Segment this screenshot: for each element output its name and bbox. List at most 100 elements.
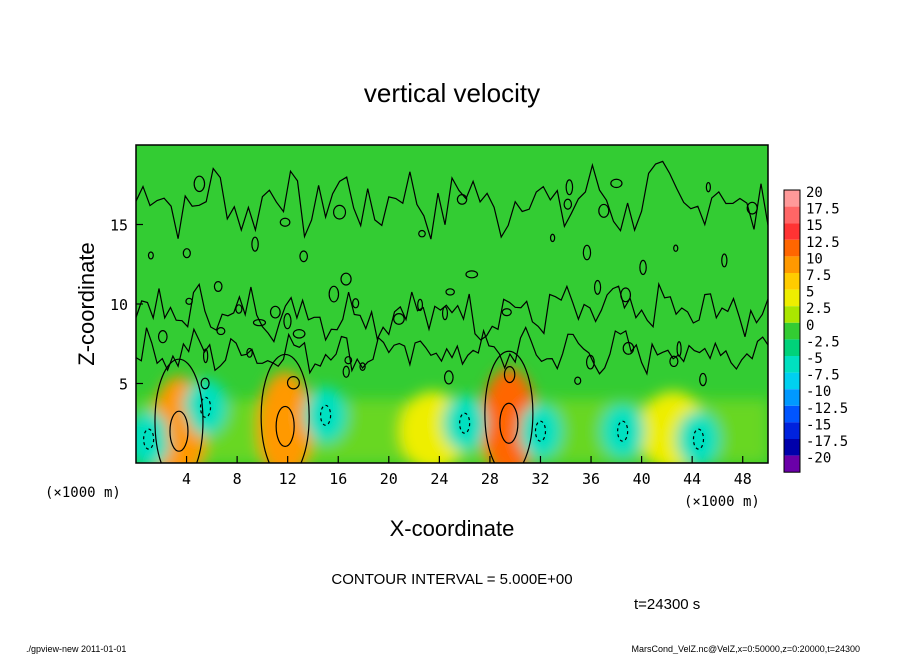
downdraft-blob — [303, 387, 348, 444]
contour-loop-small — [676, 341, 682, 357]
contour-loop-small — [344, 356, 353, 365]
contour-loop-small — [582, 244, 592, 261]
contour-loop-negative — [459, 412, 471, 434]
colorbar-swatch — [784, 455, 800, 473]
y-axis-label: Z-coordinate — [74, 242, 99, 366]
colorbar-label: -15 — [806, 417, 831, 433]
contour-loop-small — [235, 304, 243, 314]
colorbar-swatch — [784, 273, 800, 290]
contour-loop — [484, 350, 534, 463]
contour-loop — [275, 405, 295, 448]
contour-loop-small — [202, 348, 209, 364]
x-tick-label: 24 — [430, 470, 448, 488]
x-axis: 4 8 12 16 20 24 28 32 36 40 44 48 — [182, 456, 752, 488]
x-tick-label: 4 — [182, 470, 191, 488]
contour-loop-small — [185, 297, 193, 305]
chart-title: vertical velocity — [364, 78, 540, 108]
colorbar-swatch — [784, 439, 800, 456]
contour-loop-small — [456, 194, 468, 205]
colorbar-swatch — [784, 389, 800, 406]
colorbar-label: -20 — [806, 451, 831, 467]
contour-loop-small — [443, 370, 454, 385]
updraft-core — [166, 409, 191, 454]
contour-loop-small — [147, 251, 154, 260]
colorbar-label: 2.5 — [806, 301, 831, 317]
colorbar-swatch — [784, 405, 800, 423]
x-tick-label: 36 — [582, 470, 600, 488]
contour-loop-negative — [617, 420, 629, 442]
contour-loop-small — [359, 362, 366, 371]
contour-line — [136, 160, 768, 240]
time-stamp: t=24300 s — [634, 596, 700, 613]
contour-loop-small — [574, 376, 582, 385]
contour-loop-negative — [534, 420, 547, 442]
contour-loop-small — [585, 354, 595, 370]
colorbar-swatch — [784, 239, 800, 257]
colorbar-label: 10 — [806, 251, 823, 267]
contour-loop-small — [340, 272, 352, 286]
contour-loop-small — [593, 279, 602, 295]
contour-loop-small — [342, 365, 350, 378]
colorbar-label: -12.5 — [806, 401, 848, 417]
downdraft-blob — [442, 395, 487, 452]
y-axis: 5 10 15 — [110, 217, 143, 394]
contour-loop-small — [328, 285, 340, 303]
x-tick-label: 28 — [481, 470, 499, 488]
colorbar-swatch — [784, 190, 800, 207]
contour-loop-small — [746, 201, 758, 215]
contour-loop-small — [216, 327, 226, 336]
colorbar-label: 7.5 — [806, 268, 831, 284]
colorbar-swatch — [784, 206, 800, 224]
colorbar-label: 5 — [806, 285, 814, 301]
downdraft-blob — [600, 403, 645, 460]
contour-line — [136, 326, 768, 376]
x-unit-right: (×1000 m) — [684, 494, 760, 510]
x-tick-label: 40 — [633, 470, 651, 488]
colorbar-label: 15 — [806, 218, 823, 234]
downdraft-blob — [183, 379, 228, 436]
contour-loop-small — [279, 217, 291, 227]
contour-loop-small — [721, 253, 728, 268]
colorbar-swatch — [784, 289, 800, 307]
contour-loop-small — [200, 377, 210, 390]
colorbar-label: 17.5 — [806, 202, 840, 218]
footer-left: ./gpview-new 2011-01-01 — [26, 644, 126, 654]
contour-lines — [136, 160, 768, 463]
x-tick-label: 44 — [683, 470, 701, 488]
downdraft-blob — [518, 403, 563, 460]
colorbar-swatch — [784, 306, 800, 323]
contour-loop-small — [417, 298, 424, 312]
contour-loop-small — [465, 270, 479, 279]
contour-loop-negative — [320, 404, 332, 426]
x-tick-label: 32 — [531, 470, 549, 488]
contour-loop-small — [292, 328, 306, 339]
contour-loop-small — [299, 250, 308, 263]
colorbar-label: -7.5 — [806, 368, 840, 384]
contour-loop-small — [283, 313, 292, 330]
colorbar-swatch — [784, 372, 800, 390]
x-tick-label: 12 — [279, 470, 297, 488]
y-tick-label: 10 — [110, 296, 128, 314]
contour-loop — [260, 353, 310, 463]
contour-loop-negative — [199, 396, 212, 418]
contour-loop-small — [565, 179, 574, 196]
contour-loop-small — [269, 305, 281, 319]
colorbar-swatch — [784, 422, 800, 439]
contour-loop-negative — [143, 428, 155, 450]
x-unit-left: (×1000 m) — [45, 485, 121, 501]
contour-loop-small — [549, 233, 556, 243]
x-tick-label: 48 — [734, 470, 752, 488]
updraft-core — [496, 401, 521, 446]
contour-loop-small — [610, 178, 623, 189]
contour-loop-small — [157, 329, 168, 344]
colorbar: 2017.51512.5107.552.50-2.5-5-7.5-10-12.5… — [783, 185, 848, 473]
plot-area — [135, 144, 769, 464]
y-tick-label: 15 — [110, 217, 128, 235]
x-tick-label: 16 — [329, 470, 347, 488]
contour-loop-small — [563, 198, 573, 210]
x-axis-label: X-coordinate — [390, 516, 515, 541]
colorbar-label: 20 — [806, 185, 823, 201]
y-tick-label: 5 — [119, 376, 128, 394]
contour-loop-small — [705, 181, 711, 193]
